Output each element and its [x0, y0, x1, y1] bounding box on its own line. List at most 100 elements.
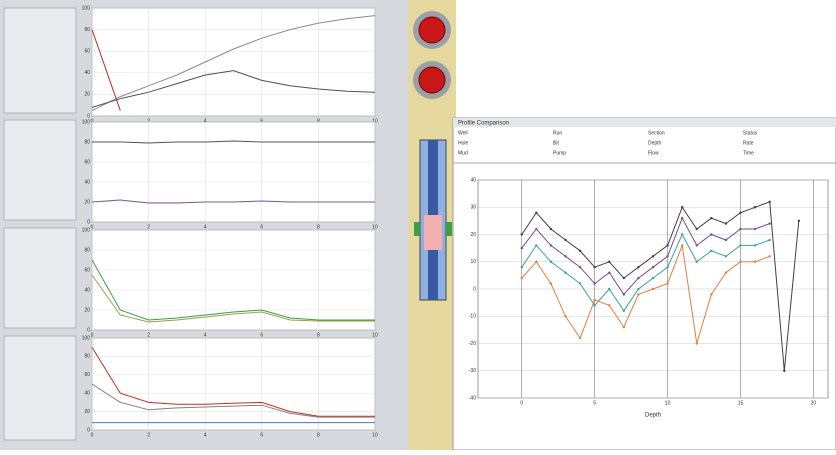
x-axis-label: Depth — [645, 413, 661, 419]
point — [623, 326, 625, 328]
point — [593, 299, 595, 301]
y-tick-label: 0 — [473, 286, 476, 292]
point — [623, 293, 625, 295]
point — [623, 310, 625, 312]
y-tick-label: -40 — [469, 395, 476, 401]
y-tick-label: 40 — [84, 70, 90, 76]
point — [710, 293, 712, 295]
x-tick-label: 20 — [811, 400, 817, 406]
point — [783, 370, 785, 372]
x-tick-label: 0 — [520, 400, 523, 406]
point — [739, 212, 741, 214]
plot-area — [92, 8, 375, 116]
point — [535, 261, 537, 263]
point — [739, 261, 741, 263]
point — [564, 315, 566, 317]
point — [564, 271, 566, 273]
point — [608, 304, 610, 306]
y-tick-label: 20 — [84, 307, 90, 313]
point — [521, 277, 523, 279]
point — [754, 206, 756, 208]
point — [710, 250, 712, 252]
point — [652, 288, 654, 290]
y-tick-label: 40 — [84, 179, 90, 185]
header-cell: Well — [458, 130, 468, 136]
point — [666, 255, 668, 257]
x-tick-label: 8 — [317, 332, 320, 338]
y-tick-label: 60 — [84, 49, 90, 55]
y-tick-label: 80 — [84, 247, 90, 253]
x-tick-label: 0 — [91, 432, 94, 438]
y-tick-label: 20 — [84, 409, 90, 415]
point — [550, 244, 552, 246]
marker — [414, 222, 420, 236]
overlay-title: Profile Comparison — [458, 121, 509, 127]
alarm-button[interactable] — [419, 67, 445, 93]
point — [739, 228, 741, 230]
y-tick-label: 40 — [84, 391, 90, 397]
x-tick-label: 10 — [372, 432, 378, 438]
x-tick-label: 2 — [147, 432, 150, 438]
point — [608, 261, 610, 263]
point — [681, 206, 683, 208]
point — [696, 342, 698, 344]
y-tick-label: 100 — [82, 119, 91, 125]
point — [579, 337, 581, 339]
x-tick-label: 8 — [317, 432, 320, 438]
x-tick-label: 0 — [91, 332, 94, 338]
header-cell: Mud — [458, 150, 468, 156]
y-tick-label: -10 — [469, 314, 476, 320]
point — [535, 228, 537, 230]
y-tick-label: 40 — [470, 177, 476, 183]
point — [666, 266, 668, 268]
point — [637, 277, 639, 279]
alarm-button[interactable] — [419, 17, 445, 43]
header-cell: Time — [743, 150, 754, 156]
x-tick-label: 4 — [204, 332, 207, 338]
point — [666, 282, 668, 284]
point — [681, 217, 683, 219]
point — [608, 288, 610, 290]
point — [608, 271, 610, 273]
x-tick-label: 10 — [372, 332, 378, 338]
header-cell: Bit — [553, 140, 559, 146]
x-tick-label: 10 — [665, 400, 671, 406]
title-bar — [453, 118, 836, 127]
x-tick-label: 6 — [260, 224, 263, 230]
point — [710, 233, 712, 235]
legend-panel — [4, 8, 76, 113]
x-tick-label: 8 — [317, 224, 320, 230]
x-tick-label: 2 — [147, 332, 150, 338]
y-tick-label: 80 — [84, 27, 90, 33]
header-cell: Section — [648, 130, 665, 136]
legend-panel — [4, 120, 76, 220]
y-tick-label: 60 — [84, 372, 90, 378]
x-tick-label: 0 — [91, 224, 94, 230]
y-tick-label: 100 — [82, 5, 91, 11]
bha — [424, 215, 442, 250]
point — [768, 255, 770, 257]
point — [739, 244, 741, 246]
y-tick-label: 10 — [470, 259, 476, 265]
point — [564, 255, 566, 257]
point — [710, 217, 712, 219]
point — [637, 293, 639, 295]
legend-panel — [4, 336, 76, 440]
y-tick-label: -30 — [469, 368, 476, 374]
point — [550, 282, 552, 284]
app-screen: Profile Comparison 020406080100024681002… — [0, 0, 836, 450]
point — [550, 261, 552, 263]
point — [652, 266, 654, 268]
point — [579, 266, 581, 268]
point — [725, 255, 727, 257]
point — [579, 282, 581, 284]
page: {"panes":[ {"x":[0,1,2,3,4,5,6,7,8,9,10]… — [0, 0, 836, 450]
point — [535, 244, 537, 246]
point — [696, 228, 698, 230]
y-tick-label: -20 — [469, 341, 476, 347]
point — [754, 261, 756, 263]
point — [535, 212, 537, 214]
y-tick-label: 60 — [84, 267, 90, 273]
x-tick-label: 4 — [204, 432, 207, 438]
point — [768, 201, 770, 203]
